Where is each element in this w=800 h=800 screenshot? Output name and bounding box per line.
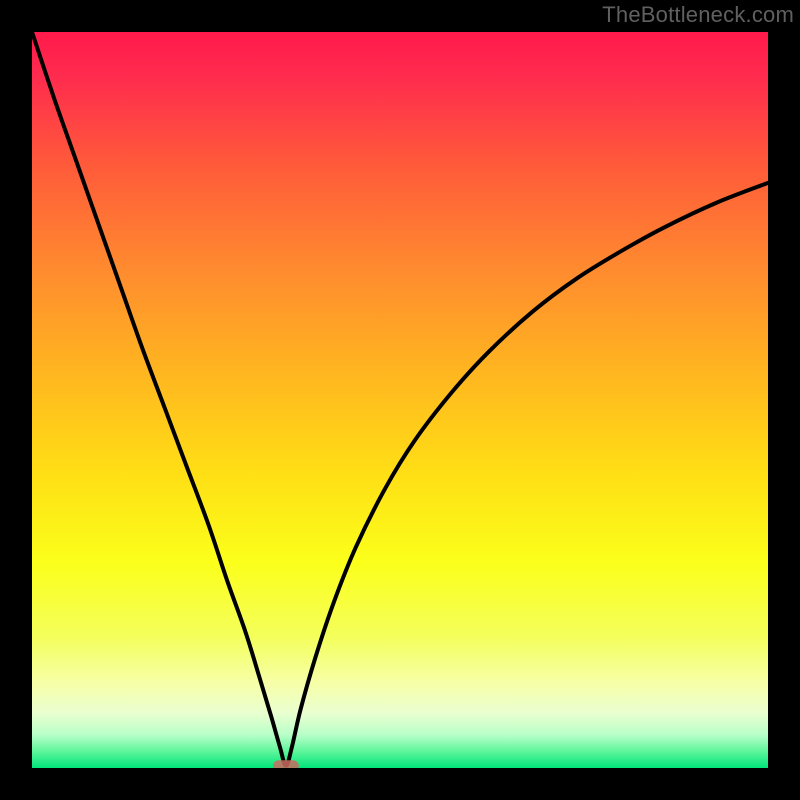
bottleneck-chart [0,0,800,800]
watermark-text: TheBottleneck.com [602,2,794,28]
plot-background [32,32,768,768]
chart-container: TheBottleneck.com [0,0,800,800]
